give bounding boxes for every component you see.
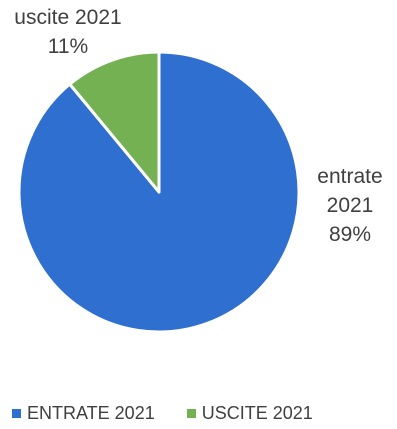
legend-item-uscite: USCITE 2021: [186, 401, 313, 425]
pie-slice-uscite: [68, 50, 161, 194]
slice-label-entrate-percent: 89%: [328, 223, 372, 246]
legend-label-entrate: ENTRATE 2021: [27, 403, 155, 423]
slice-label-uscite: uscite 2021 11%: [0, 3, 136, 61]
legend-item-entrate: ENTRATE 2021: [12, 401, 155, 425]
legend-label-uscite: USCITE 2021: [201, 403, 313, 423]
slice-label-uscite-percent: 11%: [47, 35, 89, 58]
chart-legend: ENTRATE 2021 USCITE 2021: [12, 401, 345, 425]
legend-swatch-entrate: [12, 408, 21, 418]
slice-label-uscite-name: uscite 2021: [14, 6, 122, 29]
slice-label-entrate-year: 2021: [326, 194, 374, 217]
legend-swatch-uscite: [186, 408, 196, 418]
slice-label-entrate-name: entrate: [317, 165, 383, 188]
slice-label-entrate: entrate 2021 89%: [306, 162, 394, 249]
